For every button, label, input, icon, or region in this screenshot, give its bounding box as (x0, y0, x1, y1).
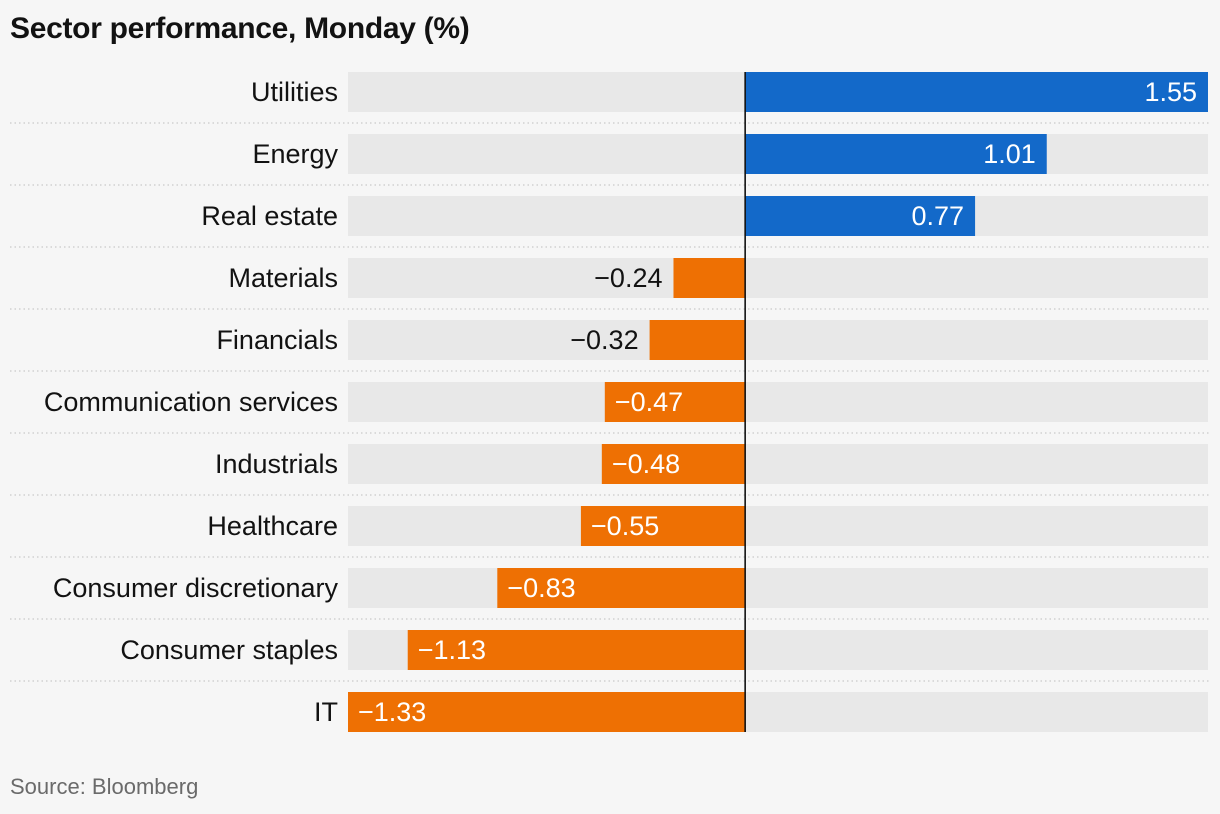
bar (407, 630, 746, 670)
category-label: Real estate (201, 201, 338, 231)
bar (601, 444, 746, 484)
bar (348, 692, 746, 732)
chart-title: Sector performance, Monday (%) (10, 12, 470, 45)
value-label: 0.77 (912, 201, 965, 231)
bar (649, 320, 746, 360)
value-label: −0.48 (612, 449, 680, 479)
value-label: −1.33 (358, 697, 426, 727)
bar-track (348, 568, 1208, 608)
source-note: Source: Bloomberg (10, 774, 199, 799)
bar-track (348, 382, 1208, 422)
bar (604, 382, 746, 422)
value-label: 1.01 (983, 139, 1036, 169)
category-label: Consumer staples (120, 635, 338, 665)
bar (673, 258, 746, 298)
category-label: Healthcare (207, 511, 338, 541)
category-label: Energy (252, 139, 338, 169)
bar-track (348, 320, 1208, 360)
bar (745, 196, 976, 236)
category-label: Consumer discretionary (53, 573, 339, 603)
bar (745, 134, 1047, 174)
value-label: −0.32 (570, 325, 638, 355)
bar-track (348, 506, 1208, 546)
bar-track (348, 444, 1208, 484)
category-label: Materials (228, 263, 338, 293)
category-label: Communication services (44, 387, 338, 417)
category-label: Utilities (251, 77, 338, 107)
value-label: −0.24 (594, 263, 662, 293)
bar (580, 506, 746, 546)
value-label: 1.55 (1144, 77, 1197, 107)
bar-track (348, 258, 1208, 298)
category-label: IT (314, 697, 338, 727)
value-label: −0.55 (591, 511, 659, 541)
bar (497, 568, 746, 608)
bar (745, 72, 1208, 112)
value-label: −0.47 (615, 387, 683, 417)
category-label: Industrials (215, 449, 338, 479)
value-label: −0.83 (507, 573, 575, 603)
value-label: −1.13 (418, 635, 486, 665)
category-label: Financials (216, 325, 338, 355)
